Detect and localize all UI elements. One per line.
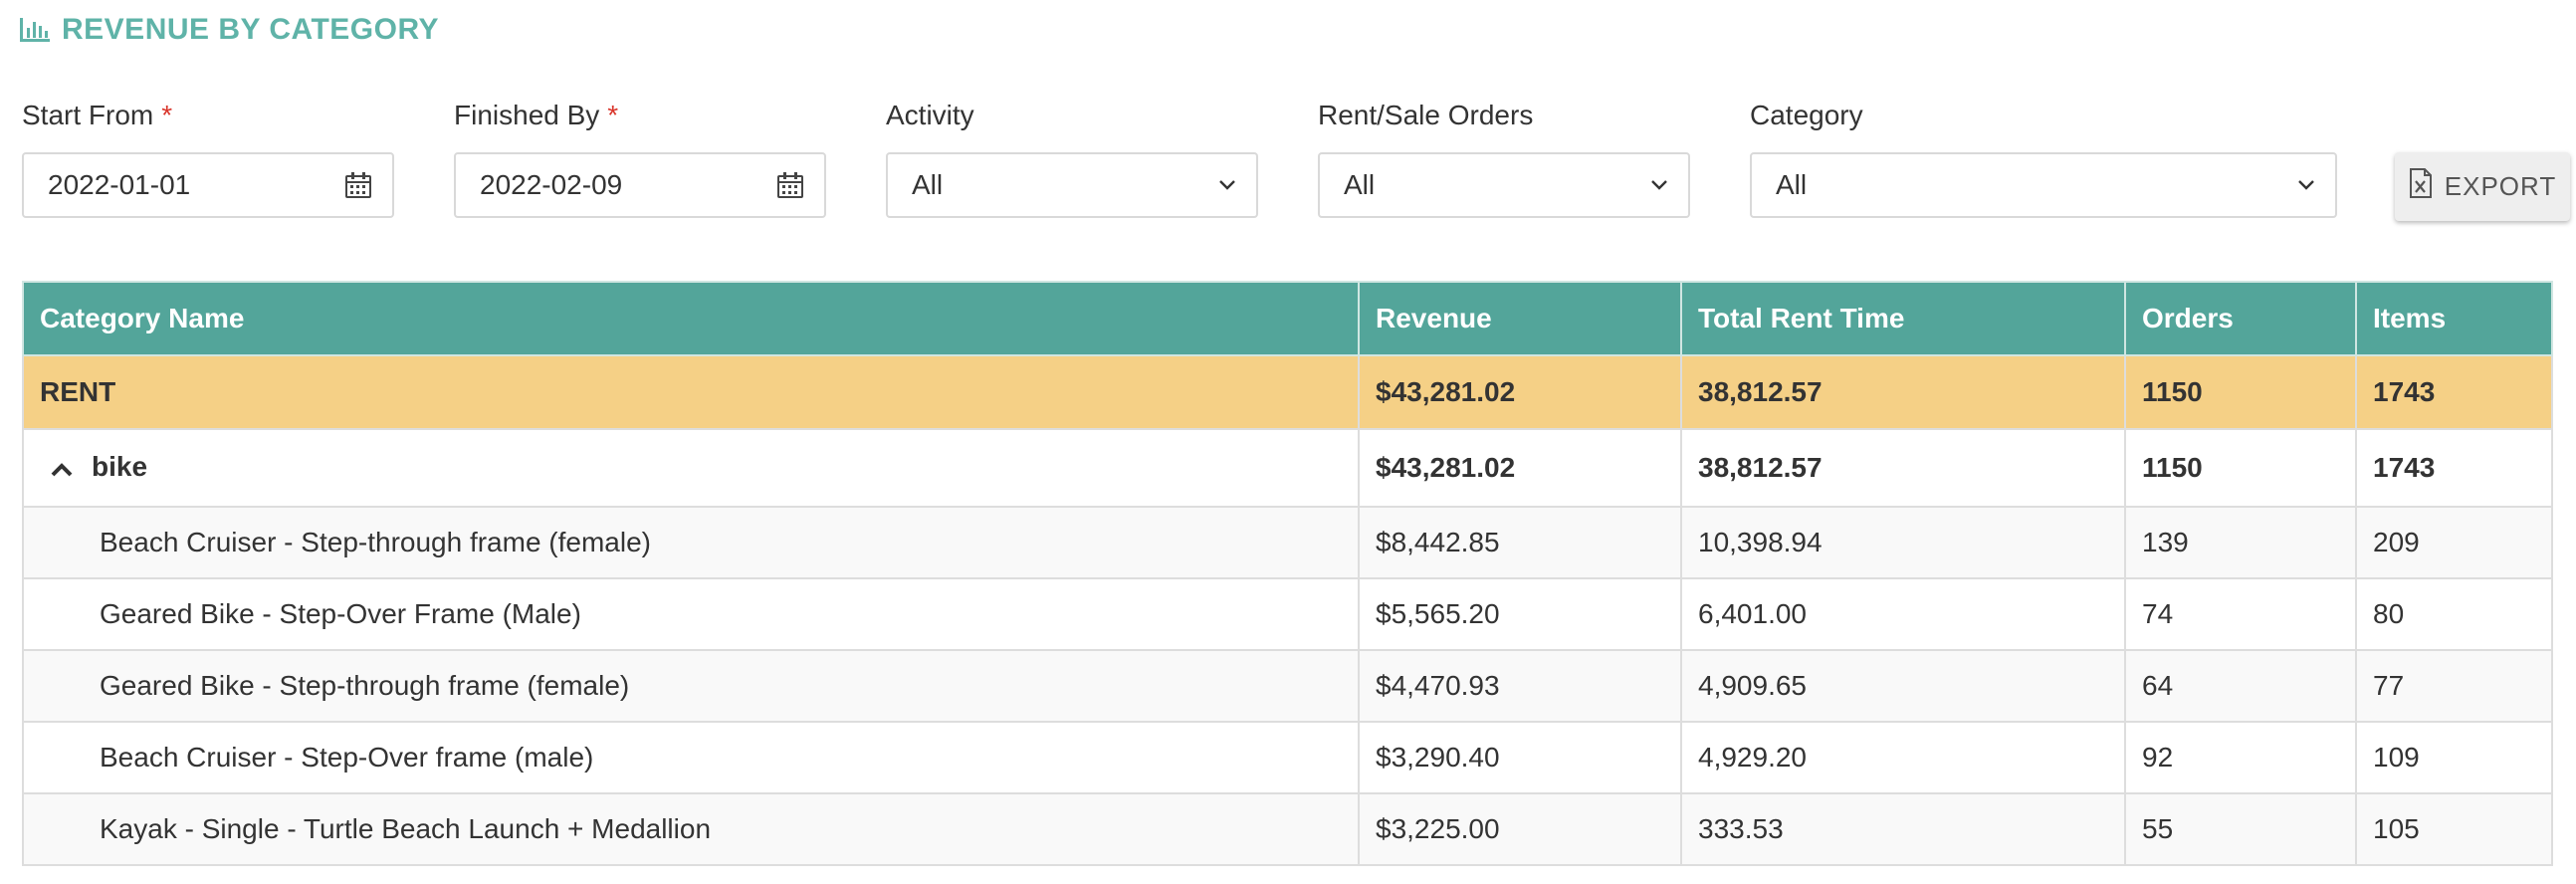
rent-sale-orders-select[interactable]: All [1318,152,1690,218]
export-label: EXPORT [2444,171,2557,201]
cell-orders: 1150 [2124,354,2357,430]
start-from-label: Start From * [22,100,173,130]
table-row: Geared Bike - Step-through frame (female… [22,649,2553,723]
start-from-value: 2022-01-01 [48,169,191,200]
cell-name: Beach Cruiser - Step-through frame (fema… [22,506,1360,579]
page-title-text: REVENUE BY CATEGORY [62,13,440,46]
calendar-icon[interactable] [344,171,372,199]
cell-rent-time: 4,909.65 [1680,649,2126,723]
required-mark: * [607,100,619,130]
column-header-orders[interactable]: Orders [2124,281,2357,356]
cell-name: RENT [22,354,1360,430]
cell-name: bike [22,428,1360,508]
cell-items: 77 [2355,649,2553,723]
cell-items: 105 [2355,792,2553,866]
cell-revenue: $3,290.40 [1358,721,1682,794]
cell-rent-time: 38,812.57 [1680,354,2126,430]
cell-revenue: $5,565.20 [1358,577,1682,651]
cell-rent-time: 10,398.94 [1680,506,2126,579]
cell-name: Kayak - Single - Turtle Beach Launch + M… [22,792,1360,866]
excel-file-icon [2409,168,2433,205]
page-title: REVENUE BY CATEGORY [20,10,439,50]
column-header-revenue[interactable]: Revenue [1358,281,1682,356]
finished-by-value: 2022-02-09 [480,169,623,200]
cell-revenue: $8,442.85 [1358,506,1682,579]
cell-rent-time: 6,401.00 [1680,577,2126,651]
cell-revenue: $43,281.02 [1358,428,1682,508]
cell-orders: 139 [2124,506,2357,579]
chevron-down-icon [2297,179,2315,191]
activity-label: Activity [886,100,974,130]
cell-items: 209 [2355,506,2553,579]
table-row: Beach Cruiser - Step-through frame (fema… [22,506,2553,579]
chevron-down-icon [1218,179,1236,191]
category-value: All [1776,169,1808,200]
column-header-category-name[interactable]: Category Name [22,281,1360,356]
table-row: Beach Cruiser - Step-Over frame (male) $… [22,721,2553,794]
cell-orders: 92 [2124,721,2357,794]
cell-revenue: $43,281.02 [1358,354,1682,430]
cell-orders: 55 [2124,792,2357,866]
activity-select[interactable]: All [886,152,1258,218]
export-button[interactable]: EXPORT [2395,152,2570,221]
table-row: Kayak - Single - Turtle Beach Launch + M… [22,792,2553,866]
finished-by-date-input[interactable]: 2022-02-09 [454,152,826,218]
cell-revenue: $4,470.93 [1358,649,1682,723]
start-from-date-input[interactable]: 2022-01-01 [22,152,394,218]
revenue-table: Category Name Revenue Total Rent Time Or… [22,281,2553,866]
cell-items: 1743 [2355,354,2553,430]
table-header-row: Category Name Revenue Total Rent Time Or… [22,281,2553,356]
cell-orders: 1150 [2124,428,2357,508]
cell-rent-time: 333.53 [1680,792,2126,866]
subgroup-row-bike[interactable]: bike $43,281.02 38,812.57 1150 1743 [22,428,2553,508]
subgroup-name: bike [92,451,148,483]
cell-revenue: $3,225.00 [1358,792,1682,866]
calendar-icon[interactable] [776,171,804,199]
cell-name: Beach Cruiser - Step-Over frame (male) [22,721,1360,794]
cell-items: 1743 [2355,428,2553,508]
cell-orders: 64 [2124,649,2357,723]
chevron-down-icon [1650,179,1668,191]
rent-sale-orders-label: Rent/Sale Orders [1318,100,1534,130]
table-row: Geared Bike - Step-Over Frame (Male) $5,… [22,577,2553,651]
category-select[interactable]: All [1750,152,2337,218]
column-header-total-rent-time[interactable]: Total Rent Time [1680,281,2126,356]
cell-name: Geared Bike - Step-Over Frame (Male) [22,577,1360,651]
cell-items: 109 [2355,721,2553,794]
bar-chart-icon [20,18,50,42]
column-header-items[interactable]: Items [2355,281,2553,356]
cell-rent-time: 38,812.57 [1680,428,2126,508]
activity-value: All [912,169,944,200]
cell-items: 80 [2355,577,2553,651]
cell-rent-time: 4,929.20 [1680,721,2126,794]
rent-sale-orders-value: All [1344,169,1376,200]
finished-by-label: Finished By * [454,100,619,130]
required-mark: * [161,100,173,130]
chevron-up-icon[interactable] [50,453,74,485]
group-row-rent: RENT $43,281.02 38,812.57 1150 1743 [22,354,2553,430]
category-label: Category [1750,100,1863,130]
cell-orders: 74 [2124,577,2357,651]
cell-name: Geared Bike - Step-through frame (female… [22,649,1360,723]
